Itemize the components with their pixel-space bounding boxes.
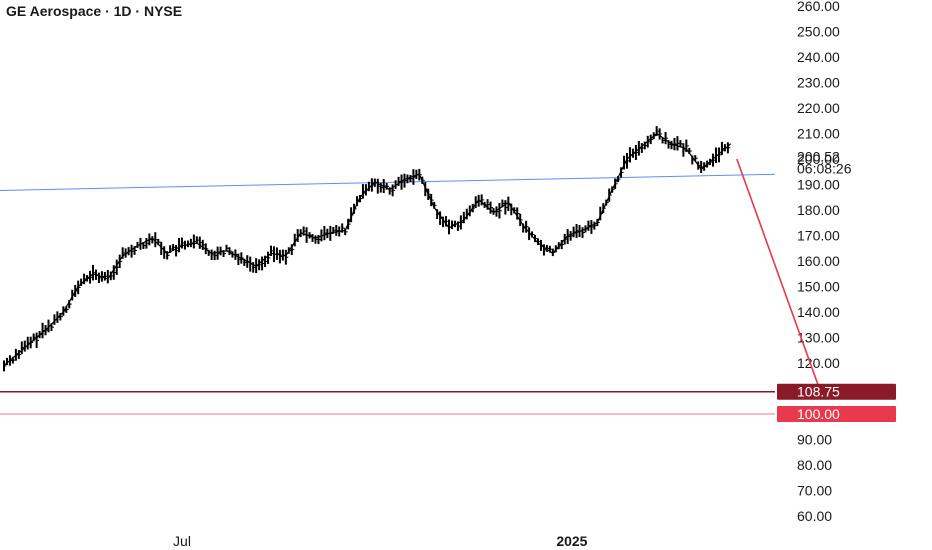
price-badge <box>777 406 896 422</box>
price-badge-label: 108.75 <box>797 384 840 400</box>
y-tick-label: 90.00 <box>797 432 832 448</box>
chart-title: GE Aerospace · 1D · NYSE <box>6 3 182 19</box>
y-tick-label: 260.00 <box>797 0 840 14</box>
y-tick-label: 250.00 <box>797 24 840 40</box>
y-tick-label: 240.00 <box>797 49 840 65</box>
projection-arrow <box>736 158 821 391</box>
y-tick-label: 130.00 <box>797 330 840 346</box>
y-tick-label: 180.00 <box>797 202 840 218</box>
x-tick-label: 2025 <box>556 533 587 549</box>
last-price-label: 200.52 <box>797 149 840 165</box>
countdown-label: 06:08:26 <box>797 161 852 177</box>
y-tick-label: 70.00 <box>797 483 832 499</box>
y-tick-label: 120.00 <box>797 355 840 371</box>
price-badge-label: 100.00 <box>797 406 840 422</box>
y-tick-label: 60.00 <box>797 508 832 524</box>
price-line <box>3 132 732 367</box>
time-axis[interactable]: Jul2025Jul <box>173 533 932 549</box>
price-series <box>3 126 732 372</box>
y-tick-label: 200.00 <box>797 151 840 167</box>
price-badge <box>777 383 896 400</box>
y-tick-label: 210.00 <box>797 126 840 142</box>
y-tick-label: 220.00 <box>797 100 840 116</box>
y-tick-label: 140.00 <box>797 304 840 320</box>
y-tick-label: 150.00 <box>797 279 840 295</box>
y-tick-label: 160.00 <box>797 253 840 269</box>
y-tick-label: 80.00 <box>797 457 832 473</box>
x-tick-label: Jul <box>173 533 191 549</box>
price-axis[interactable]: 260.00 250.00 240.00 230.00 220.00 210.00 200.… <box>797 0 840 524</box>
y-tick-label: 230.00 <box>797 75 840 91</box>
y-tick-label: 190.00 <box>797 177 840 193</box>
y-tick-label: 170.00 <box>797 228 840 244</box>
